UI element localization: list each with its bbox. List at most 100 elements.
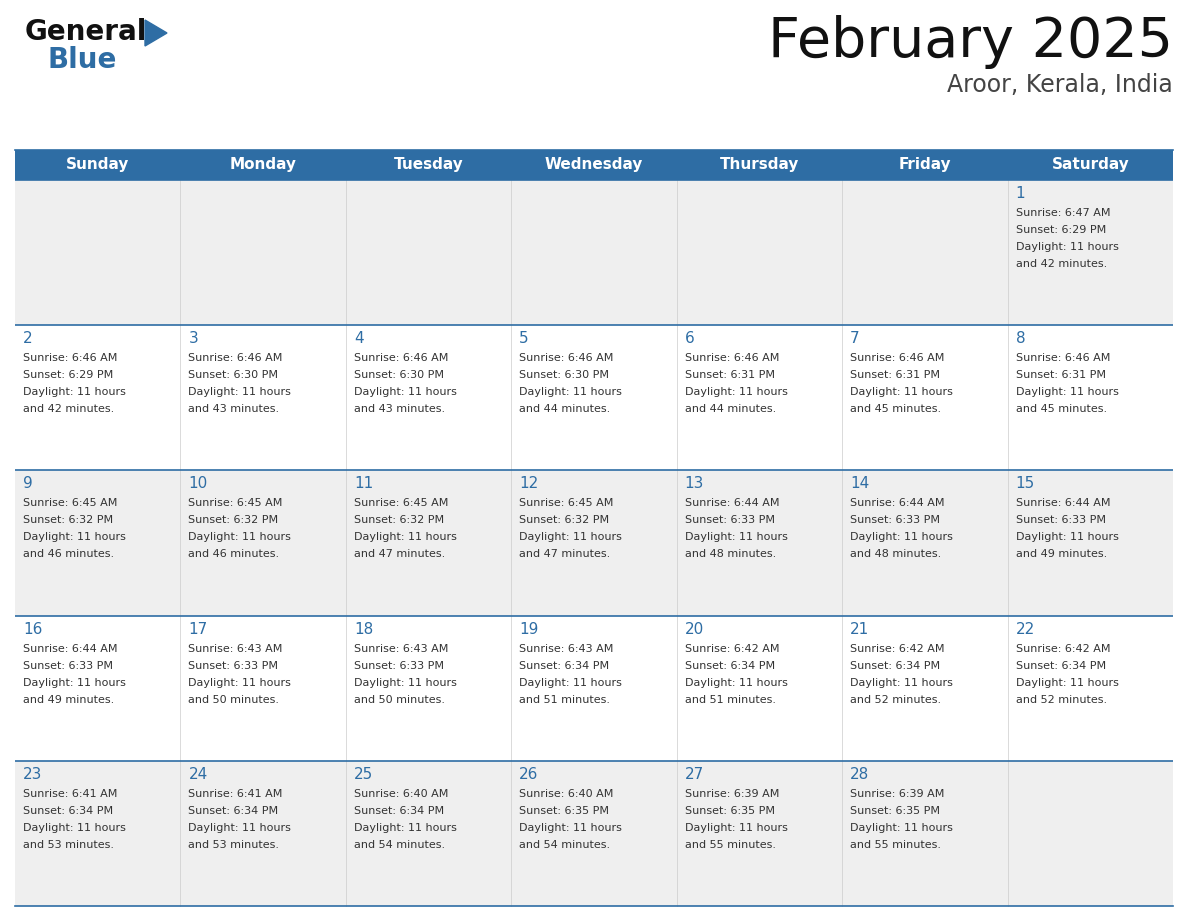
Text: and 43 minutes.: and 43 minutes. <box>189 404 279 414</box>
Text: and 45 minutes.: and 45 minutes. <box>1016 404 1107 414</box>
Text: Sunset: 6:35 PM: Sunset: 6:35 PM <box>851 806 940 816</box>
Text: Daylight: 11 hours: Daylight: 11 hours <box>354 532 456 543</box>
Text: Daylight: 11 hours: Daylight: 11 hours <box>354 387 456 397</box>
Text: and 44 minutes.: and 44 minutes. <box>519 404 611 414</box>
Text: and 49 minutes.: and 49 minutes. <box>23 695 114 705</box>
Text: Sunrise: 6:44 AM: Sunrise: 6:44 AM <box>23 644 118 654</box>
Text: Daylight: 11 hours: Daylight: 11 hours <box>1016 532 1118 543</box>
Polygon shape <box>145 20 168 46</box>
Text: and 45 minutes.: and 45 minutes. <box>851 404 941 414</box>
Text: Sunset: 6:33 PM: Sunset: 6:33 PM <box>684 515 775 525</box>
Text: Daylight: 11 hours: Daylight: 11 hours <box>684 532 788 543</box>
Text: Monday: Monday <box>229 158 297 173</box>
Text: Sunset: 6:32 PM: Sunset: 6:32 PM <box>23 515 113 525</box>
Text: Sunset: 6:35 PM: Sunset: 6:35 PM <box>684 806 775 816</box>
Text: and 49 minutes.: and 49 minutes. <box>1016 549 1107 559</box>
Text: and 51 minutes.: and 51 minutes. <box>519 695 611 705</box>
Text: Sunrise: 6:46 AM: Sunrise: 6:46 AM <box>23 353 118 364</box>
Text: Sunset: 6:29 PM: Sunset: 6:29 PM <box>23 370 113 380</box>
Text: and 50 minutes.: and 50 minutes. <box>189 695 279 705</box>
Text: and 55 minutes.: and 55 minutes. <box>851 840 941 850</box>
Text: Daylight: 11 hours: Daylight: 11 hours <box>851 387 953 397</box>
Text: Thursday: Thursday <box>720 158 800 173</box>
Text: 25: 25 <box>354 767 373 782</box>
Text: 8: 8 <box>1016 331 1025 346</box>
Text: Sunset: 6:31 PM: Sunset: 6:31 PM <box>1016 370 1106 380</box>
Text: 24: 24 <box>189 767 208 782</box>
Text: Sunset: 6:31 PM: Sunset: 6:31 PM <box>684 370 775 380</box>
Text: Sunset: 6:32 PM: Sunset: 6:32 PM <box>354 515 444 525</box>
Text: 28: 28 <box>851 767 870 782</box>
Text: Daylight: 11 hours: Daylight: 11 hours <box>684 677 788 688</box>
Text: Daylight: 11 hours: Daylight: 11 hours <box>519 823 623 833</box>
Text: Daylight: 11 hours: Daylight: 11 hours <box>1016 242 1118 252</box>
Text: 13: 13 <box>684 476 704 491</box>
Text: Sunrise: 6:45 AM: Sunrise: 6:45 AM <box>23 498 118 509</box>
Text: and 51 minutes.: and 51 minutes. <box>684 695 776 705</box>
Text: Sunset: 6:33 PM: Sunset: 6:33 PM <box>851 515 940 525</box>
Text: and 54 minutes.: and 54 minutes. <box>519 840 611 850</box>
Text: Daylight: 11 hours: Daylight: 11 hours <box>189 677 291 688</box>
Text: Sunrise: 6:44 AM: Sunrise: 6:44 AM <box>684 498 779 509</box>
Text: and 52 minutes.: and 52 minutes. <box>1016 695 1107 705</box>
Text: Sunset: 6:34 PM: Sunset: 6:34 PM <box>519 661 609 671</box>
Text: Sunrise: 6:41 AM: Sunrise: 6:41 AM <box>189 789 283 799</box>
Text: and 46 minutes.: and 46 minutes. <box>23 549 114 559</box>
Text: Wednesday: Wednesday <box>545 158 643 173</box>
Text: Sunset: 6:34 PM: Sunset: 6:34 PM <box>23 806 113 816</box>
Text: 18: 18 <box>354 621 373 636</box>
Text: 26: 26 <box>519 767 538 782</box>
Text: Sunset: 6:34 PM: Sunset: 6:34 PM <box>1016 661 1106 671</box>
Text: and 43 minutes.: and 43 minutes. <box>354 404 446 414</box>
Bar <box>15 761 1173 906</box>
Text: Friday: Friday <box>898 158 952 173</box>
Text: Daylight: 11 hours: Daylight: 11 hours <box>851 532 953 543</box>
Text: and 47 minutes.: and 47 minutes. <box>354 549 446 559</box>
Text: Daylight: 11 hours: Daylight: 11 hours <box>1016 677 1118 688</box>
Text: 6: 6 <box>684 331 695 346</box>
Bar <box>15 470 1173 616</box>
Text: Sunrise: 6:46 AM: Sunrise: 6:46 AM <box>519 353 614 364</box>
Text: Sunrise: 6:44 AM: Sunrise: 6:44 AM <box>1016 498 1110 509</box>
Text: 12: 12 <box>519 476 538 491</box>
Text: 20: 20 <box>684 621 704 636</box>
Bar <box>15 325 1173 470</box>
Text: and 52 minutes.: and 52 minutes. <box>851 695 941 705</box>
Text: Blue: Blue <box>48 46 116 74</box>
Text: Sunrise: 6:45 AM: Sunrise: 6:45 AM <box>519 498 614 509</box>
Text: Sunrise: 6:41 AM: Sunrise: 6:41 AM <box>23 789 118 799</box>
Text: Sunset: 6:33 PM: Sunset: 6:33 PM <box>189 661 278 671</box>
Text: Sunrise: 6:46 AM: Sunrise: 6:46 AM <box>1016 353 1110 364</box>
Text: Daylight: 11 hours: Daylight: 11 hours <box>684 387 788 397</box>
Text: Daylight: 11 hours: Daylight: 11 hours <box>1016 387 1118 397</box>
Text: Daylight: 11 hours: Daylight: 11 hours <box>23 532 126 543</box>
Text: Sunrise: 6:43 AM: Sunrise: 6:43 AM <box>189 644 283 654</box>
Text: 5: 5 <box>519 331 529 346</box>
Text: General: General <box>25 18 147 46</box>
Text: Sunset: 6:33 PM: Sunset: 6:33 PM <box>1016 515 1106 525</box>
Text: and 42 minutes.: and 42 minutes. <box>1016 259 1107 269</box>
Text: Sunset: 6:34 PM: Sunset: 6:34 PM <box>354 806 444 816</box>
Text: 4: 4 <box>354 331 364 346</box>
Text: 15: 15 <box>1016 476 1035 491</box>
Text: Daylight: 11 hours: Daylight: 11 hours <box>354 677 456 688</box>
Text: 17: 17 <box>189 621 208 636</box>
Text: Sunset: 6:34 PM: Sunset: 6:34 PM <box>189 806 278 816</box>
Text: 16: 16 <box>23 621 43 636</box>
Text: and 48 minutes.: and 48 minutes. <box>851 549 941 559</box>
Text: 7: 7 <box>851 331 860 346</box>
Text: 14: 14 <box>851 476 870 491</box>
Text: Sunrise: 6:44 AM: Sunrise: 6:44 AM <box>851 498 944 509</box>
Text: and 50 minutes.: and 50 minutes. <box>354 695 444 705</box>
Text: Daylight: 11 hours: Daylight: 11 hours <box>23 677 126 688</box>
Text: Sunset: 6:30 PM: Sunset: 6:30 PM <box>519 370 609 380</box>
Text: Sunrise: 6:42 AM: Sunrise: 6:42 AM <box>851 644 944 654</box>
Text: and 48 minutes.: and 48 minutes. <box>684 549 776 559</box>
Text: 22: 22 <box>1016 621 1035 636</box>
Text: Sunrise: 6:45 AM: Sunrise: 6:45 AM <box>354 498 448 509</box>
Text: Sunrise: 6:46 AM: Sunrise: 6:46 AM <box>354 353 448 364</box>
Text: Sunrise: 6:46 AM: Sunrise: 6:46 AM <box>684 353 779 364</box>
Text: Daylight: 11 hours: Daylight: 11 hours <box>519 532 623 543</box>
Bar <box>15 616 1173 761</box>
Text: 11: 11 <box>354 476 373 491</box>
